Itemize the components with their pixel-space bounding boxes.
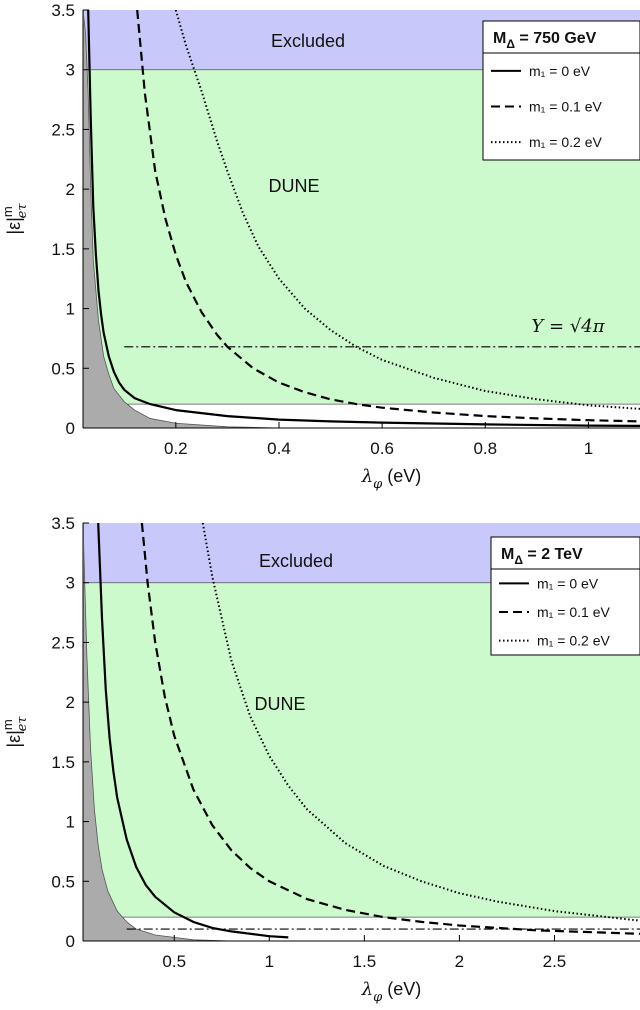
x-tick-label: 0.2	[164, 439, 188, 458]
legend-entry-2: m₁ = 0.2 eV	[529, 134, 602, 150]
y-tick-label: 0	[66, 932, 75, 951]
legend-title-value: = 2 TeV	[523, 546, 583, 563]
x-axis-symbol: λ	[361, 466, 373, 487]
legend-box	[490, 536, 640, 656]
y-tick-label: 3	[66, 574, 75, 593]
legend: MΔ = 2 TeV m₁ = 0 eV m₁ = 0.1 eV m₁ = 0.2 e…	[490, 536, 640, 656]
y-axis-sub: eτ	[15, 716, 30, 732]
x-tick-label: 0.5	[162, 952, 186, 971]
x-tick-label: 1	[584, 439, 593, 458]
chart-2-tev: 0 0.5 1 1.5 2 2.5 3 3.5 0.5 1 1.5 2 2.5 λφ (eV) |ε|meτ…	[0, 514, 640, 1005]
dune-label: DUNE	[268, 176, 319, 196]
legend-entry-0: m₁ = 0 eV	[537, 575, 599, 591]
y-tick-label: 0.5	[51, 872, 75, 891]
y-tick-label: 3.5	[51, 514, 75, 533]
y-tick-label: 0.5	[51, 359, 75, 378]
x-tick-label: 2.5	[543, 952, 567, 971]
series-line-2	[174, 10, 640, 410]
gray-region	[83, 10, 279, 428]
y-axis-sup: m	[0, 206, 15, 217]
legend-entry-2: m₁ = 0.2 eV	[537, 633, 610, 649]
x-tick-label: 1	[265, 952, 274, 971]
chart-750-gev: 00.511.522.533.50.2 0.4 0.6 0.8 1λφ (eV)|ε|m…	[0, 1, 640, 492]
excluded-label: Excluded	[271, 31, 345, 51]
legend-entry-1: m₁ = 0.1 eV	[537, 604, 610, 620]
legend-title: MΔ = 2 TeV	[501, 546, 583, 567]
x-axis-symbol: λ	[361, 979, 373, 1000]
y-tick-label: 1	[66, 300, 75, 319]
y-tick-label: 2	[66, 693, 75, 712]
y-tick-label: 3	[66, 61, 75, 80]
x-tick-label: 1.5	[353, 952, 377, 971]
reference-line-label: Y = √4π	[531, 316, 605, 337]
x-tick-label: 0.6	[370, 439, 394, 458]
x-axis-unit: (eV)	[382, 466, 421, 486]
dune-label: DUNE	[254, 694, 305, 714]
x-axis-label: λφ (eV)	[361, 466, 422, 492]
series-line-0	[97, 523, 289, 939]
y-tick-label: 2.5	[51, 120, 75, 139]
x-axis-unit: (eV)	[382, 979, 421, 999]
legend-entry-1: m₁ = 0.1 eV	[529, 99, 602, 115]
y-axis-main: |ε|	[4, 730, 24, 747]
legend-title-value: = 750 GeV	[515, 30, 597, 47]
legend-title: MΔ = 750 GeV	[493, 30, 597, 51]
legend: MΔ = 750 GeV m₁ = 0 eV m₁ = 0.1 eV m₁ = 0.2…	[482, 20, 640, 161]
y-tick-label: 3.5	[51, 1, 75, 20]
excluded-label: Excluded	[259, 551, 333, 571]
x-axis-label: λφ (eV)	[361, 979, 422, 1005]
y-axis-sub: eτ	[15, 203, 30, 219]
series-line-0	[87, 10, 640, 427]
x-tick-label: 2	[455, 952, 464, 971]
x-tick-label: 0.8	[473, 439, 497, 458]
legend-entry-0: m₁ = 0 eV	[529, 63, 591, 79]
y-tick-label: 2.5	[51, 633, 75, 652]
y-tick-label: 1	[66, 813, 75, 832]
y-axis-sup: m	[0, 719, 15, 730]
gray-region	[83, 523, 232, 941]
legend-title-main: M	[493, 30, 506, 47]
legend-title-main: M	[501, 546, 514, 563]
y-axis-label: |ε|meτ	[0, 203, 30, 235]
legend-box	[482, 20, 640, 161]
y-tick-label: 0	[66, 419, 75, 438]
x-axis-subscript: φ	[373, 477, 383, 492]
y-tick-label: 1.5	[51, 753, 75, 772]
y-axis-main: |ε|	[4, 217, 24, 234]
legend-title-sub: Δ	[514, 553, 523, 567]
x-tick-label: 0.4	[267, 439, 291, 458]
y-tick-label: 2	[66, 180, 75, 199]
x-axis-subscript: φ	[373, 990, 383, 1005]
y-tick-label: 1.5	[51, 240, 75, 259]
series-line-1	[136, 10, 640, 423]
series-line-1	[140, 523, 640, 935]
y-axis-label: |ε|meτ	[0, 716, 30, 748]
legend-title-sub: Δ	[506, 37, 515, 51]
